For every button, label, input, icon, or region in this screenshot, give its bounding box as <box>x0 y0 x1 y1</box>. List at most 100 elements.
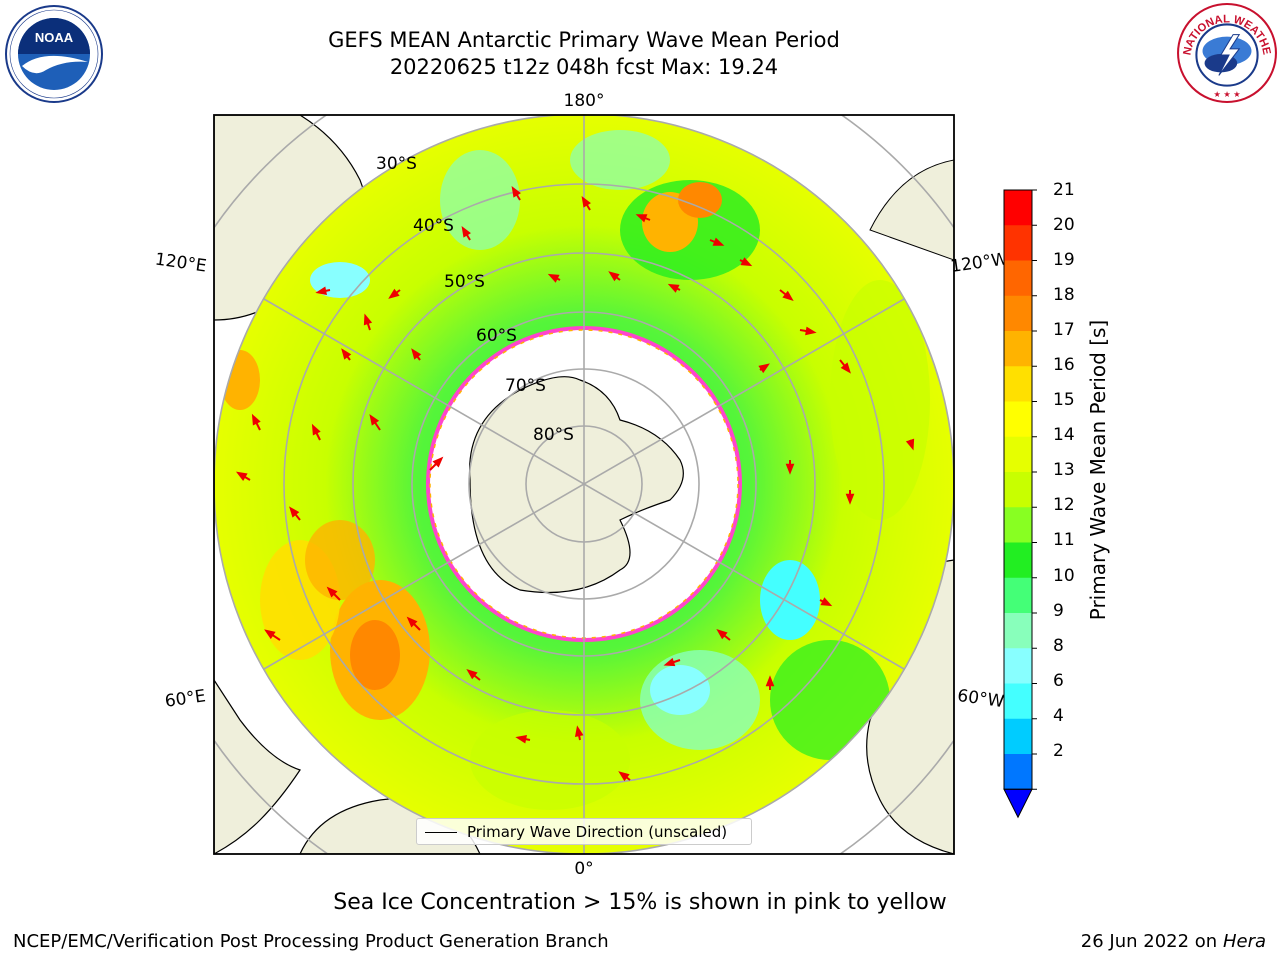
colorbar-tick: 14 <box>1053 425 1075 445</box>
colorbar-tick: 8 <box>1053 636 1064 656</box>
lat-label-30s: 30°S <box>376 154 417 174</box>
wave-arrow-head <box>235 471 248 481</box>
colorbar-segment <box>1004 366 1032 402</box>
colorbar-segment <box>1004 260 1032 297</box>
colorbar-segment <box>1004 613 1032 649</box>
lon-label-180: 180° <box>564 91 605 111</box>
wave-arrow-head <box>264 629 276 640</box>
wave-arrow <box>388 288 401 299</box>
lon-label-60w: 60°W <box>956 686 1005 712</box>
colorbar <box>1003 189 1037 819</box>
wave-arrow-head <box>635 214 648 223</box>
legend-line-swatch <box>425 832 457 833</box>
colorbar-segment <box>1004 190 1032 226</box>
colorbar-tick: 11 <box>1053 530 1075 550</box>
wave-arrow-head <box>341 348 352 360</box>
wave-arrow <box>635 214 651 223</box>
map-title: GEFS MEAN Antarctic Primary Wave Mean Pe… <box>328 28 840 52</box>
wave-arrow <box>341 348 352 361</box>
colorbar-tick: 6 <box>1053 671 1064 691</box>
wave-direction-arrows <box>235 185 915 782</box>
wave-arrow <box>608 271 621 282</box>
graticule <box>214 115 954 854</box>
wave-arrow <box>235 471 251 481</box>
wave-arrow <box>839 359 851 374</box>
wave-arrow-head <box>432 456 444 468</box>
wave-arrow-head <box>511 185 521 198</box>
wave-arrow <box>845 490 855 505</box>
wave-arrow-head <box>388 288 400 299</box>
colorbar-tick: 2 <box>1053 741 1064 761</box>
colorbar-segment <box>1004 472 1032 508</box>
wave-arrow <box>289 506 301 521</box>
wave-arrow <box>406 616 421 631</box>
wave-arrow-head <box>466 669 478 680</box>
wave-arrow-head <box>326 586 338 598</box>
wave-arrow-head <box>905 438 915 451</box>
wave-arrow-head <box>574 725 584 737</box>
wave-arrow-head <box>461 225 471 238</box>
wave-arrow <box>251 413 261 431</box>
wave-arrow <box>581 195 591 211</box>
wave-arrow <box>326 586 341 601</box>
map-subtitle: 20220625 t12z 048h fcst Max: 19.24 <box>389 55 779 79</box>
wave-arrow <box>799 326 817 336</box>
wave-arrow <box>785 460 795 475</box>
wave-arrow <box>716 629 731 641</box>
lat-label-80s: 80°S <box>533 425 574 445</box>
wave-arrow-head <box>315 286 327 296</box>
wave-arrow <box>363 313 373 331</box>
sea-ice-note: Sea Ice Concentration > 15% is shown in … <box>333 890 947 915</box>
wave-arrow <box>574 725 584 741</box>
colorbar-segment <box>1004 718 1032 755</box>
wave-arrow <box>315 286 331 296</box>
lat-label-50s: 50°S <box>444 272 485 292</box>
wave-arrow-head <box>251 413 261 426</box>
svg-text:★ ★ ★: ★ ★ ★ <box>1213 89 1240 99</box>
colorbar-tick: 17 <box>1053 320 1075 340</box>
wave-arrow-head <box>411 348 422 360</box>
wave-arrow-head <box>820 597 833 607</box>
wave-arrow <box>758 363 770 374</box>
colorbar-segment <box>1004 648 1032 684</box>
lat-label-60s: 60°S <box>476 326 517 346</box>
wave-arrow-head <box>840 362 851 374</box>
colorbar-tick: 4 <box>1053 706 1064 726</box>
colorbar-tick: 9 <box>1053 601 1064 621</box>
wave-arrow <box>547 273 561 283</box>
colorbar-segment <box>1004 542 1032 579</box>
wave-arrow-head <box>547 273 560 283</box>
wave-arrow-head <box>845 493 855 505</box>
colorbar-segment <box>1004 436 1032 473</box>
wave-arrow-head <box>667 283 680 293</box>
legend-label: Primary Wave Direction (unscaled) <box>467 823 728 841</box>
wave-arrow-head <box>406 616 418 628</box>
lon-label-60e: 60°E <box>164 686 207 711</box>
wave-arrow <box>739 257 753 267</box>
wave-arrow <box>618 771 631 782</box>
wave-arrow-head <box>363 313 373 326</box>
colorbar-segment <box>1004 225 1032 261</box>
colorbar-segment <box>1004 295 1032 332</box>
wave-arrow-head <box>515 734 527 744</box>
lat-label-40s: 40°S <box>413 216 454 236</box>
colorbar-segment <box>1004 577 1032 614</box>
wave-arrow-head <box>369 414 380 426</box>
colorbar-tick: 18 <box>1053 285 1075 305</box>
wave-arrow <box>905 438 915 451</box>
wave-arrow <box>461 225 471 241</box>
africa-land <box>214 678 301 854</box>
wave-arrow-head <box>608 271 620 282</box>
colorbar-frame <box>1003 189 1033 790</box>
wave-arrow <box>511 185 521 201</box>
footer-credit: NCEP/EMC/Verification Post Processing Pr… <box>13 931 609 952</box>
wave-arrow <box>264 629 281 641</box>
lon-label-120w: 120°W <box>949 249 1009 277</box>
wave-arrow <box>779 289 794 301</box>
wave-arrow-head <box>618 771 630 782</box>
wave-arrow <box>765 675 775 690</box>
footer-date: 26 Jun 2022 on Hera <box>1081 931 1266 952</box>
wave-arrow <box>466 669 481 681</box>
pacific-land <box>869 159 954 261</box>
